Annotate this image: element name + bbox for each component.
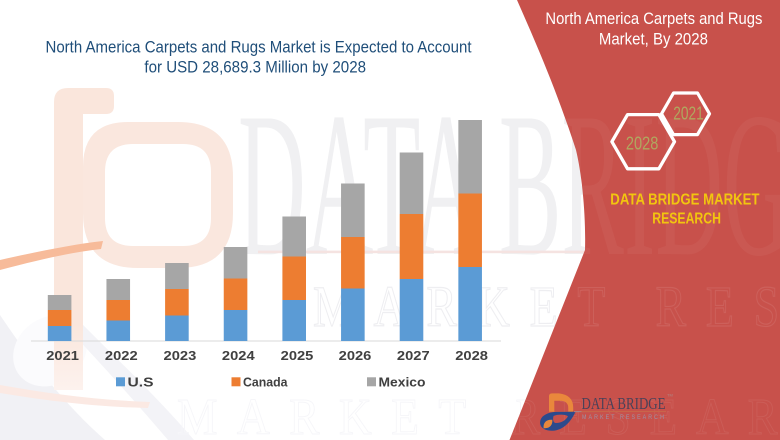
svg-text:RESEARCH: RESEARCH [652,211,721,228]
svg-text:2025: 2025 [281,348,314,363]
svg-text:Mexico: Mexico [379,376,426,390]
svg-text:2026: 2026 [339,348,372,363]
svg-text:Market, By 2028: Market, By 2028 [599,30,708,49]
svg-text:2021: 2021 [46,348,79,363]
svg-text:North America Carpets and Rugs: North America Carpets and Rugs Market is… [46,38,472,56]
svg-text:MARKET RESEARCH: MARKET RESEARCH [582,414,666,421]
svg-text:2028: 2028 [455,348,488,363]
svg-text:Canada: Canada [243,376,289,390]
svg-text:2024: 2024 [222,348,256,363]
svg-text:2028: 2028 [626,134,658,154]
svg-text:DATA BRIDGE MARKET: DATA BRIDGE MARKET [610,191,760,208]
svg-text:DATA BRIDGE: DATA BRIDGE [582,394,666,413]
svg-text:2027: 2027 [397,348,430,363]
svg-text:2022: 2022 [105,348,138,363]
svg-text:for USD 28,689.3 Million by 20: for USD 28,689.3 Million by 2028 [144,58,366,76]
svg-text:2023: 2023 [164,348,197,363]
svg-text:U.S: U.S [128,376,154,390]
svg-text:2021: 2021 [673,104,704,124]
svg-text:North America Carpets and Rugs: North America Carpets and Rugs [545,9,762,28]
svg-text:TM: TM [667,393,673,398]
